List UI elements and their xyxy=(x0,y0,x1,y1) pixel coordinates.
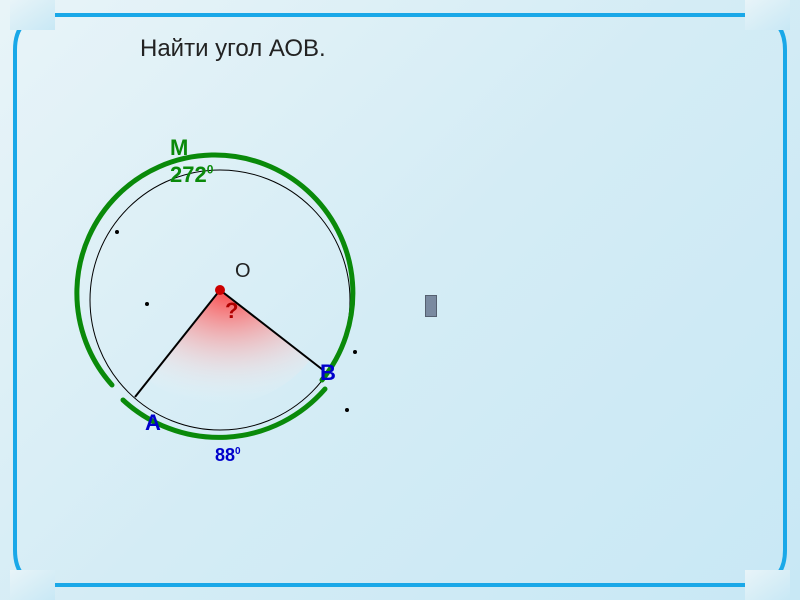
geometry-diagram xyxy=(0,0,800,600)
decorative-dot xyxy=(345,408,349,412)
label-b: В xyxy=(320,360,336,386)
label-question: ? xyxy=(225,298,238,324)
label-minor-arc: 880 xyxy=(215,445,241,466)
major-arc-value: 272 xyxy=(170,162,207,187)
minor-arc-value: 88 xyxy=(215,445,235,465)
decorative-dot xyxy=(115,230,119,234)
label-o: О xyxy=(235,260,251,283)
major-arc-degree: 0 xyxy=(207,163,214,177)
decorative-dot xyxy=(145,302,149,306)
minor-arc-degree: 0 xyxy=(235,446,241,457)
side-marker xyxy=(425,295,437,317)
center-point xyxy=(215,285,225,295)
label-major-arc: 2720 xyxy=(170,162,213,188)
decorative-dot xyxy=(353,350,357,354)
label-a: А xyxy=(145,410,161,436)
label-m: М xyxy=(170,135,188,161)
